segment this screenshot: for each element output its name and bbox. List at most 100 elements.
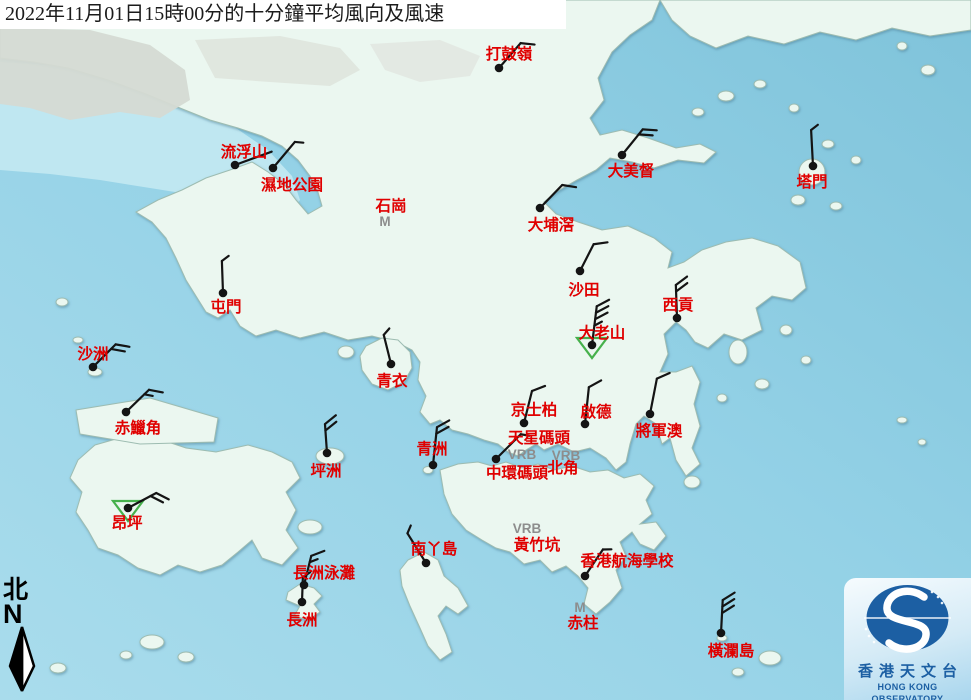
station-dot bbox=[421, 558, 431, 568]
wind-barb-staff bbox=[810, 128, 815, 168]
station-label-sai-kung: 西貢 bbox=[662, 296, 694, 314]
station-label-central-pier: 中環碼頭 bbox=[486, 463, 549, 482]
wind-barb-tick-full bbox=[519, 41, 536, 46]
wind-barb-staff bbox=[522, 389, 534, 425]
station-sha-tin bbox=[575, 241, 609, 276]
station-kai-tak bbox=[580, 379, 603, 429]
wind-barb-staff bbox=[302, 554, 313, 587]
station-kings-park bbox=[519, 384, 547, 428]
station-label-north-point: 北角 bbox=[547, 458, 578, 477]
wind-barb-staff bbox=[220, 259, 225, 295]
wind-barb-tick-full bbox=[592, 241, 609, 246]
station-lau-fau-shan bbox=[230, 150, 273, 170]
north-label-cjk: 北 bbox=[3, 577, 29, 604]
station-dot bbox=[88, 362, 98, 372]
wind-barb-staff bbox=[497, 41, 522, 70]
north-arrow-icon bbox=[8, 626, 36, 692]
station-ngong-ping bbox=[110, 491, 170, 523]
wind-barb-tick-half bbox=[308, 558, 319, 564]
wind-barb-tick-full bbox=[435, 419, 451, 429]
wind-barb-tick-half bbox=[406, 524, 412, 535]
wind-barb-tick-half bbox=[301, 571, 312, 579]
station-sai-kung bbox=[672, 275, 689, 323]
land-lamma bbox=[399, 551, 469, 661]
wind-barb-staff bbox=[494, 433, 522, 461]
station-label-cheung-chau-beach: 長洲泳灘 bbox=[293, 563, 356, 582]
vrb-indicator: VRB bbox=[552, 448, 581, 463]
station-hk-sea-school bbox=[580, 548, 613, 581]
station-tap-mun bbox=[808, 123, 819, 171]
maintenance-indicator: M bbox=[574, 600, 585, 615]
station-chek-lap-kok bbox=[121, 388, 164, 417]
station-dot bbox=[519, 418, 529, 428]
hko-emblem-icon bbox=[864, 585, 951, 653]
wind-barb-staff bbox=[233, 150, 273, 167]
wind-barb-tick-full bbox=[323, 414, 337, 426]
wind-barb-tick-half bbox=[382, 327, 391, 336]
wind-barb-tick-full bbox=[641, 128, 658, 132]
station-tates-cairn bbox=[574, 298, 611, 360]
station-label-sha-chau: 沙洲 bbox=[77, 345, 108, 363]
wind-barb-tick-half bbox=[143, 393, 154, 398]
station-dot bbox=[322, 448, 332, 458]
station-label-cheung-chau: 長洲 bbox=[286, 611, 317, 629]
wind-barb-staff bbox=[583, 386, 590, 426]
station-label-kai-tak: 啟德 bbox=[580, 402, 612, 421]
wind-barb-staff bbox=[648, 377, 658, 416]
wind-barb-staff bbox=[583, 548, 604, 578]
station-label-tai-mei-tuk: 大美督 bbox=[608, 161, 655, 180]
station-tsing-yi bbox=[382, 327, 396, 369]
station-tuen-mun bbox=[218, 254, 230, 298]
station-dot bbox=[672, 313, 682, 323]
station-triangle-marker bbox=[110, 499, 146, 523]
station-dot bbox=[121, 407, 131, 417]
wind-barb-tick-half bbox=[519, 433, 531, 437]
station-dot bbox=[494, 63, 504, 73]
station-label-waglan-island: 橫瀾島 bbox=[708, 641, 755, 660]
map-title: 2022年11月01日15時00分的十分鐘平均風向及風速 bbox=[0, 0, 566, 29]
wind-barb-tick-full bbox=[720, 604, 736, 615]
wind-barb-tick-full bbox=[721, 598, 736, 608]
station-dot bbox=[575, 266, 585, 276]
station-dot bbox=[268, 163, 278, 173]
station-green-island bbox=[428, 419, 451, 470]
station-dot bbox=[580, 571, 590, 581]
north-compass: 北 N bbox=[3, 578, 45, 697]
wind-barb-staff bbox=[406, 532, 428, 565]
wind-barb-tick-full bbox=[114, 343, 131, 348]
station-label-wong-chuk-hang: 黃竹坑 bbox=[513, 535, 561, 554]
station-tseung-kwan-o bbox=[645, 371, 671, 419]
station-dot bbox=[535, 203, 545, 213]
station-tai-mei-tuk bbox=[617, 128, 658, 160]
station-label-sha-tin: 沙田 bbox=[568, 281, 599, 299]
station-ta-kwu-ling bbox=[494, 41, 536, 73]
land-lantau bbox=[69, 434, 301, 576]
station-label-stanley: 赤柱 bbox=[567, 613, 599, 632]
station-label-lamma-island: 南丫島 bbox=[411, 539, 458, 558]
urban-areas bbox=[0, 28, 480, 120]
land-tsing-yi bbox=[359, 337, 413, 391]
wind-barb-tick-full bbox=[435, 425, 450, 435]
wind-barb-tick-half bbox=[810, 123, 819, 132]
station-wetland-park bbox=[268, 140, 305, 173]
station-label-tseung-kwan-o: 將軍澳 bbox=[636, 421, 683, 440]
wind-barb-tick-full bbox=[595, 298, 611, 308]
station-label-peng-chau: 坪洲 bbox=[310, 462, 341, 480]
station-cheung-chau bbox=[297, 571, 312, 607]
station-lamma-island bbox=[406, 524, 431, 568]
station-central-pier bbox=[491, 433, 531, 464]
wind-barb-tick-half bbox=[220, 254, 230, 263]
hko-logo-name-cjk: 香港天文台 bbox=[857, 663, 963, 680]
station-label-star-ferry: 天星碼頭 bbox=[508, 429, 571, 447]
wind-barb-tick-full bbox=[149, 494, 165, 504]
station-dot bbox=[808, 161, 818, 171]
wind-barb-tick-full bbox=[155, 491, 170, 501]
wind-barb-tick-full bbox=[637, 133, 654, 137]
station-label-hk-sea-school: 香港航海學校 bbox=[580, 551, 674, 570]
wind-barb-tick-full bbox=[594, 305, 610, 314]
wind-barb-staff bbox=[323, 422, 329, 455]
station-label-tai-po-kau: 大埔滘 bbox=[528, 215, 575, 234]
station-dot bbox=[230, 160, 240, 170]
wind-barb-tick-full bbox=[674, 275, 689, 287]
station-dot bbox=[297, 597, 307, 607]
